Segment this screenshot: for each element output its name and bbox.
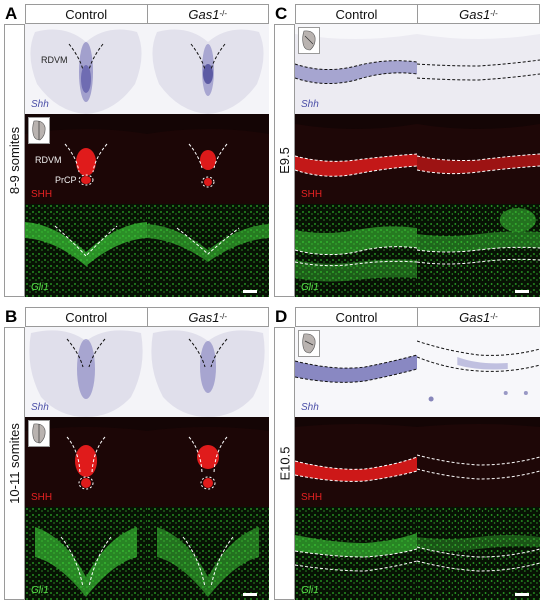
image-b-shh-mutant [147,327,269,417]
image-c-gli1-control: Gli1 [295,204,417,297]
label-shh: Shh [31,402,49,413]
image-b-shh-protein-mutant [147,417,269,507]
scale-bar [515,290,529,293]
label-gli1: Gli1 [301,585,319,596]
image-a-shh-protein-control: RDVM PrCP SHH [25,114,147,204]
image-a-gli1-control: Gli1 [25,204,147,297]
image-b-gli1-control: Gli1 [25,507,147,600]
label-shh: Shh [31,99,49,110]
scale-bar [515,593,529,596]
panel-letter-b: B [5,307,18,326]
row-label-c: E9.5 [274,24,295,297]
column-mutant-label: Gas1 -/- [417,308,539,326]
scale-bar [243,593,257,596]
image-d-shh-protein-control: SHH [295,417,417,507]
column-control-label: Control [65,6,108,22]
label-gli1: Gli1 [31,282,49,293]
column-header-b: Control Gas1 -/- [25,307,269,327]
label-shh: Shh [301,402,319,413]
row-label-d: E10.5 [274,327,295,600]
image-c-shh-protein-mutant [417,114,540,204]
label-gli1: Gli1 [31,585,49,596]
column-header-d: Control Gas1 -/- [295,307,540,327]
panel-letter-c: C [275,4,288,23]
image-c-shh-mutant [417,24,540,114]
label-prcp: PrCP [55,175,77,185]
image-b-shh-control: Shh [25,327,147,417]
image-d-gli1-control: Gli1 [295,507,417,600]
image-d-shh-mutant [417,327,540,417]
column-control-label: Control [335,309,378,325]
panel-letter-d: D [275,307,288,326]
column-header-c: Control Gas1 -/- [295,4,540,24]
image-b-shh-protein-control: SHH [25,417,147,507]
row-label-a: 8-9 somites [4,24,25,297]
inset-embryo-icon [28,420,50,447]
column-control-label: Control [65,309,108,325]
label-shh-protein: SHH [31,189,53,200]
image-a-shh-protein-mutant [147,114,269,204]
image-d-gli1-mutant [417,507,540,600]
label-gli1: Gli1 [301,282,319,293]
column-mutant-label: Gas1 -/- [417,5,539,23]
inset-embryo-icon [28,117,50,144]
label-shh-protein: SHH [301,492,323,503]
label-rdvm: RDVM [35,155,62,165]
label-rdvm: RDVM [41,55,68,65]
inset-embryo-icon [298,330,320,357]
column-control-label: Control [335,6,378,22]
image-c-shh-protein-control: SHH [295,114,417,204]
label-shh: Shh [301,99,319,110]
image-b-gli1-mutant [147,507,269,600]
image-a-shh-mutant [147,24,269,114]
image-c-gli1-mutant [417,204,540,297]
column-mutant-label: Gas1 -/- [146,5,269,23]
inset-embryo-icon [298,27,320,54]
column-mutant-label: Gas1 -/- [146,308,269,326]
image-a-gli1-mutant [147,204,269,297]
scale-bar [243,290,257,293]
image-c-shh-control: Shh [295,24,417,114]
image-d-shh-control: Shh [295,327,417,417]
panel-letter-a: A [5,4,18,23]
row-label-b: 10-11 somites [4,327,25,600]
column-header-a: Control Gas1 -/- [25,4,269,24]
label-shh-protein: SHH [31,492,53,503]
image-a-shh-control: RDVM Shh [25,24,147,114]
image-d-shh-protein-mutant [417,417,540,507]
label-shh-protein: SHH [301,189,323,200]
